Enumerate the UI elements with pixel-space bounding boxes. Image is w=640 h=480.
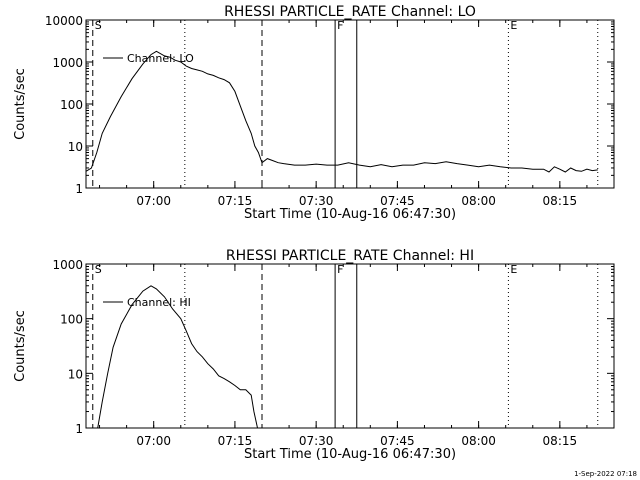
y-axis-label: Counts/sec — [13, 310, 28, 382]
x-tick-label: 07:00 — [136, 434, 171, 448]
x-axis-label: Start Time (10-Aug-16 06:47:30) — [244, 207, 456, 222]
x-tick-label: 07:30 — [299, 194, 334, 208]
time-marker-label: E — [510, 263, 517, 276]
footer-timestamp: 1-Sep-2022 07:18 — [574, 470, 637, 478]
time-marker-label: S — [95, 263, 102, 276]
y-tick-label: 10000 — [45, 14, 83, 28]
legend-label: Channel: LO — [127, 52, 194, 65]
y-tick-label: 100 — [60, 98, 83, 112]
x-tick-label: 07:15 — [218, 434, 253, 448]
x-tick-label: 07:00 — [136, 194, 171, 208]
y-tick-label: 1000 — [52, 56, 83, 70]
y-axis-label: Counts/sec — [13, 68, 28, 140]
time-marker-label: S — [95, 19, 102, 32]
y-tick-label: 100 — [60, 313, 83, 327]
plot-1: RHESSI PARTICLE_RATE Channel: LO 07:00 07:… — [13, 4, 615, 222]
x-tick-label: 08:00 — [461, 434, 496, 448]
x-tick-label: 07:30 — [299, 434, 334, 448]
x-tick-label: 07:15 — [218, 194, 253, 208]
x-tick-label: 08:15 — [543, 194, 578, 208]
x-tick-label: 08:15 — [543, 434, 578, 448]
y-tick-label: 10 — [68, 367, 83, 381]
series-line — [85, 50, 598, 173]
y-tick-label: 1000 — [52, 258, 83, 272]
time-marker-label: F — [337, 263, 343, 276]
series-line — [97, 285, 258, 429]
plot-title: RHESSI PARTICLE_RATE Channel: HI — [226, 248, 474, 264]
y-tick-label: 10 — [68, 140, 83, 154]
x-axis-label: Start Time (10-Aug-16 06:47:30) — [244, 447, 456, 462]
y-tick-label: 1 — [75, 182, 83, 196]
time-marker-label: E — [510, 19, 517, 32]
y-tick-label: 1 — [75, 422, 83, 436]
legend-label: Channel: HI — [127, 296, 191, 309]
plot-frame — [85, 263, 615, 429]
x-tick-label: 07:45 — [380, 194, 415, 208]
plot-title: RHESSI PARTICLE_RATE Channel: LO — [224, 4, 476, 20]
x-tick-label: 07:45 — [380, 434, 415, 448]
time-marker-label: F — [337, 19, 343, 32]
plot-2: RHESSI PARTICLE_RATE Channel: HI 07:00 07:… — [13, 248, 615, 462]
x-tick-label: 08:00 — [461, 194, 496, 208]
